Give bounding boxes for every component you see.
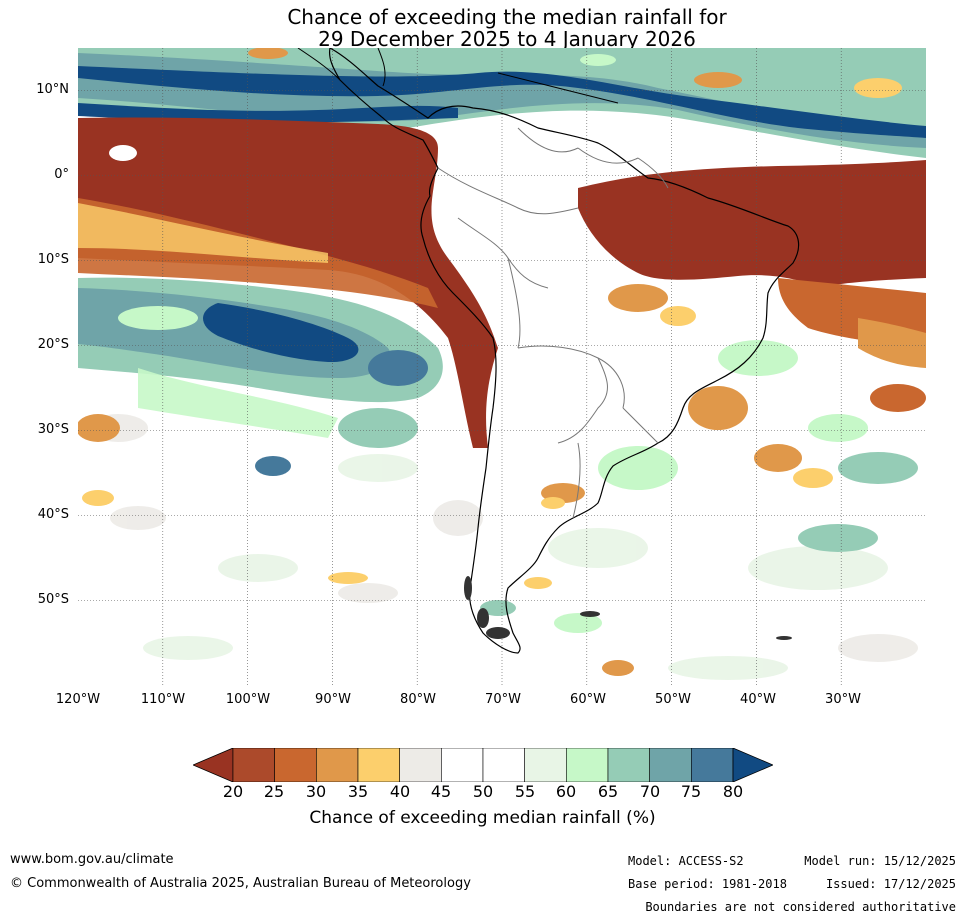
lon-label-60w: 60°W [570, 692, 606, 707]
colorbar-tick-40: 40 [389, 782, 411, 801]
map-title-line2: 29 December 2025 to 4 January 2026 [318, 27, 696, 51]
footer-model-run: Model run: 15/12/2025 [804, 854, 956, 868]
colorbar-tick-30: 30 [305, 782, 327, 801]
colorbar-segment [399, 748, 442, 782]
background-texture [88, 414, 918, 680]
colorbar-segment [441, 748, 484, 782]
colorbar-tick-75: 75 [680, 782, 702, 801]
colorbar-tick-65: 65 [597, 782, 619, 801]
south-america-coastline [328, 48, 800, 654]
lon-label-100w: 100°W [225, 692, 271, 707]
lon-label-70w: 70°W [485, 692, 521, 707]
colorbar-label: Chance of exceeding median rainfall (%) [309, 808, 656, 828]
colorbar-tick-20: 20 [222, 782, 244, 801]
colorbar-segment [357, 748, 400, 782]
footer-model: Model: ACCESS-S2 [628, 854, 744, 868]
colorbar-tick-55: 55 [514, 782, 536, 801]
lat-label-30s: 30°S [37, 422, 69, 437]
lon-label-40w: 40°W [740, 692, 776, 707]
colorbar-tick-45: 45 [430, 782, 452, 801]
southern-dry-spots [78, 384, 926, 676]
lon-label-30w: 30°W [825, 692, 861, 707]
lat-label-10s: 10°S [37, 252, 69, 267]
colorbar-segment [649, 748, 692, 782]
rainfall-map [78, 48, 926, 686]
colorbar-segment [482, 748, 525, 782]
colorbar-tick-60: 60 [555, 782, 577, 801]
colorbar-tick-80: 80 [722, 782, 744, 801]
colorbar-tick-35: 35 [347, 782, 369, 801]
colorbar-tick-25: 25 [263, 782, 285, 801]
map-title-line1: Chance of exceeding the median rainfall … [287, 5, 727, 29]
lon-label-80w: 80°W [400, 692, 436, 707]
map-svg [78, 48, 926, 686]
lat-label-40s: 40°S [37, 507, 69, 522]
colorbar [193, 748, 773, 782]
southern-islands [464, 576, 792, 640]
colorbar-segment [607, 748, 650, 782]
colorbar-segment [566, 748, 609, 782]
colorbar-segment [316, 748, 359, 782]
colorbar-tick-70: 70 [639, 782, 661, 801]
lon-label-120w: 120°W [55, 692, 101, 707]
lon-label-50w: 50°W [655, 692, 691, 707]
footer-disclaimer: Boundaries are not considered authoritat… [645, 900, 956, 914]
colorbar-tick-50: 50 [472, 782, 494, 801]
central-america-coastline [297, 48, 619, 104]
footer-copyright: © Commonwealth of Australia 2025, Austra… [10, 876, 471, 891]
southern-wet-spots [480, 340, 918, 633]
footer-base-period: Base period: 1981-2018 [628, 877, 787, 891]
colorbar-segment [691, 748, 734, 782]
colorbar-segment [232, 748, 275, 782]
footer-url[interactable]: www.bom.gov.au/climate [10, 852, 174, 867]
lat-label-10n: 10°N [36, 82, 69, 97]
graticule [78, 48, 926, 686]
lon-label-110w: 110°W [140, 692, 186, 707]
colorbar-extend-high [732, 748, 773, 782]
colorbar-extend-low [193, 748, 234, 782]
equatorial-dry-band [78, 117, 926, 449]
lat-label-50s: 50°S [37, 592, 69, 607]
lat-label-0: 0° [54, 167, 69, 182]
footer-issued: Issued: 17/12/2025 [825, 877, 956, 891]
lat-label-20s: 20°S [37, 337, 69, 352]
southern-wet-band [78, 277, 443, 476]
colorbar-segment [274, 748, 317, 782]
country-borders [437, 127, 669, 519]
colorbar-segment [524, 748, 567, 782]
lon-label-90w: 90°W [315, 692, 351, 707]
